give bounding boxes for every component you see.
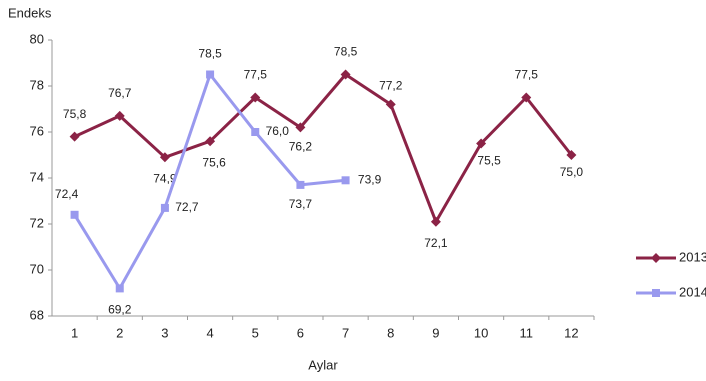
- x-tick-label: 8: [387, 325, 394, 340]
- x-tick-label: 4: [206, 325, 213, 340]
- x-tick-label: 7: [342, 325, 349, 340]
- marker: [250, 92, 261, 103]
- data-label: 69,2: [108, 303, 132, 317]
- marker: [206, 70, 215, 79]
- y-tick-label: 74: [30, 169, 44, 184]
- data-label: 77,5: [244, 68, 268, 82]
- data-label: 77,5: [515, 68, 539, 82]
- legend-label: 2014: [679, 284, 706, 299]
- x-tick-label: 12: [564, 325, 578, 340]
- y-tick-label: 78: [30, 77, 44, 92]
- marker: [160, 203, 169, 212]
- data-label: 78,5: [334, 45, 358, 59]
- marker: [430, 216, 441, 227]
- data-label: 74,9: [153, 171, 177, 185]
- data-label: 78,5: [198, 47, 222, 61]
- x-axis-label: Aylar: [308, 357, 338, 372]
- data-label: 73,9: [358, 172, 382, 186]
- x-tick-label: 3: [161, 325, 168, 340]
- data-label: 73,7: [289, 197, 313, 211]
- data-label: 75,5: [477, 154, 501, 168]
- marker: [114, 110, 125, 121]
- y-tick-label: 80: [30, 31, 44, 46]
- marker: [205, 136, 216, 147]
- x-tick-label: 6: [297, 325, 304, 340]
- data-label: 75,0: [560, 165, 584, 179]
- x-tick-label: 1: [71, 325, 78, 340]
- marker: [521, 92, 532, 103]
- marker: [566, 150, 577, 160]
- data-label: 72,4: [55, 187, 79, 201]
- marker: [652, 289, 660, 297]
- series-line: [73, 73, 346, 290]
- y-axis-label: Endeks: [8, 5, 52, 20]
- marker: [385, 99, 396, 110]
- data-label: 76,2: [289, 140, 313, 154]
- marker: [651, 253, 661, 263]
- marker: [70, 210, 79, 219]
- data-label: 75,8: [63, 107, 87, 121]
- data-label: 75,6: [202, 155, 226, 169]
- x-tick-label: 2: [116, 325, 123, 340]
- y-tick-label: 72: [30, 215, 44, 230]
- y-tick-label: 68: [30, 307, 44, 322]
- marker: [69, 131, 80, 142]
- series-line: [73, 73, 573, 224]
- marker: [115, 284, 124, 293]
- marker: [476, 138, 487, 149]
- data-label: 77,2: [379, 79, 403, 93]
- x-tick-label: 10: [474, 325, 488, 340]
- data-label: 72,7: [175, 200, 199, 214]
- marker: [340, 69, 351, 80]
- marker: [296, 180, 305, 189]
- y-tick-label: 76: [30, 123, 44, 138]
- marker: [251, 128, 260, 136]
- data-label: 72,1: [424, 236, 448, 250]
- y-tick-label: 70: [30, 261, 44, 276]
- marker: [159, 152, 170, 163]
- x-tick-label: 9: [432, 325, 439, 340]
- data-label: 76,0: [266, 124, 290, 138]
- legend-label: 2013: [679, 249, 706, 264]
- marker: [295, 122, 306, 133]
- x-tick-label: 11: [520, 325, 534, 340]
- data-label: 76,7: [108, 86, 132, 100]
- x-tick-label: 5: [252, 325, 259, 340]
- marker: [341, 176, 350, 185]
